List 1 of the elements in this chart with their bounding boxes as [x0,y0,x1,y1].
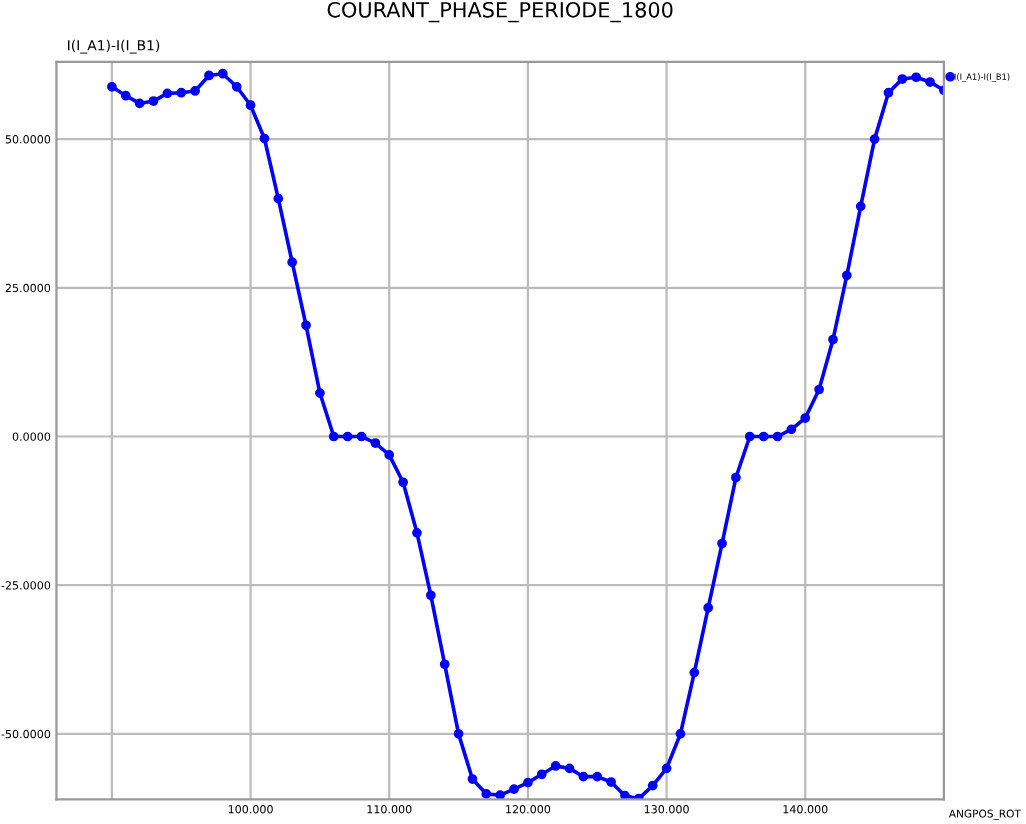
chart-title: COURANT_PHASE_PERIODE_1800 [327,1,673,23]
